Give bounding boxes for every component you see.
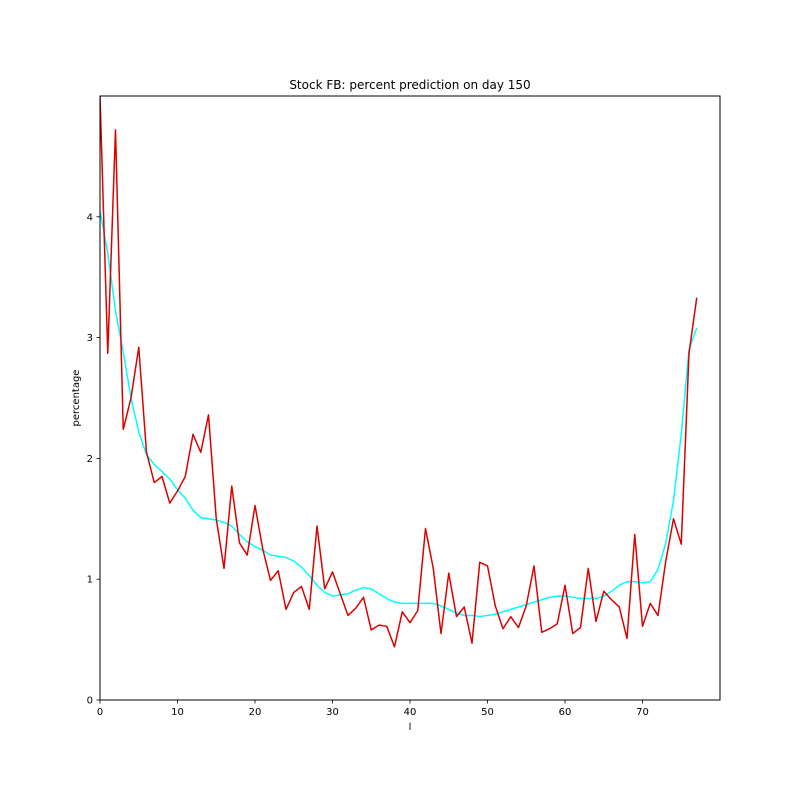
x-tick-label: 0 — [97, 707, 103, 718]
series-line-red — [100, 96, 698, 648]
y-tick-label: 4 — [87, 212, 93, 223]
x-tick-label: 20 — [249, 707, 262, 718]
chart-title: Stock FB: percent prediction on day 150 — [289, 78, 530, 92]
x-tick-label: 30 — [326, 707, 339, 718]
x-tick-label: 40 — [404, 707, 417, 718]
y-axis-label: percentage — [71, 370, 82, 427]
x-axis-label: l — [409, 722, 412, 733]
y-tick-label: 2 — [87, 454, 93, 465]
series-layer — [100, 96, 698, 648]
series-line-cyan — [100, 210, 698, 618]
x-tick-label: 50 — [481, 707, 494, 718]
x-axis-ticks: 0 10 20 30 40 50 60 70 — [97, 700, 649, 718]
x-tick-label: 10 — [171, 707, 184, 718]
y-tick-label: 0 — [87, 696, 93, 707]
y-axis-ticks: 0 1 2 3 4 — [87, 212, 100, 707]
y-tick-label: 1 — [87, 575, 93, 586]
x-tick-label: 70 — [636, 707, 649, 718]
y-tick-label: 3 — [87, 333, 93, 344]
x-tick-label: 60 — [559, 707, 572, 718]
